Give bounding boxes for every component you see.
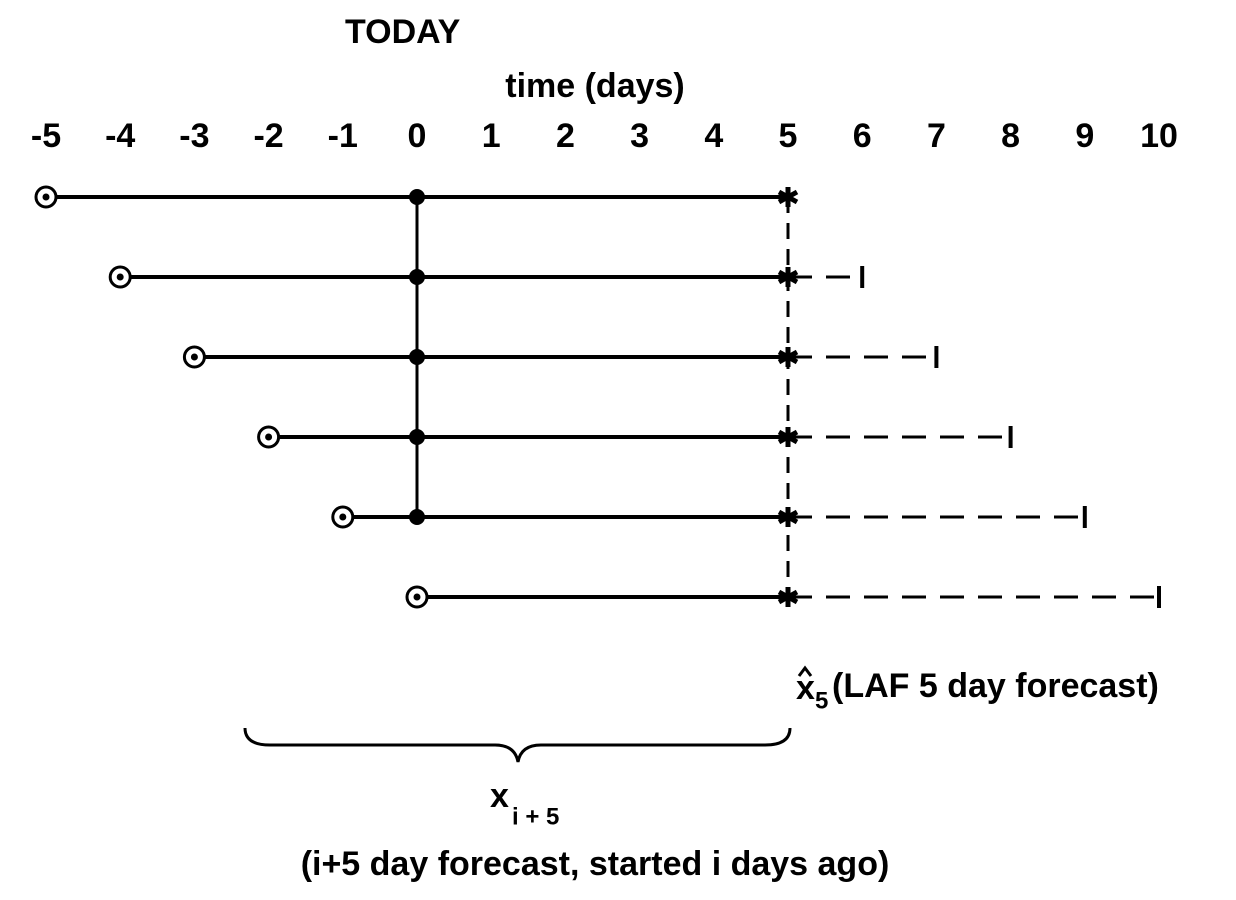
tick-label: 9 — [1075, 117, 1094, 155]
target-symbol: x — [796, 669, 815, 707]
tick-label: -1 — [328, 117, 358, 155]
target-text: (LAF 5 day forecast) — [832, 667, 1159, 705]
today-dot — [409, 509, 425, 525]
tick-label: 10 — [1140, 117, 1178, 155]
today-dot — [409, 269, 425, 285]
tick-label: 4 — [704, 117, 723, 155]
tick-label: 3 — [630, 117, 649, 155]
target-star — [777, 189, 799, 205]
tick-label: 5 — [779, 117, 798, 155]
target-star — [777, 269, 799, 285]
ensemble-symbol: x — [490, 777, 509, 815]
start-dot — [190, 353, 198, 361]
tick-label: -4 — [105, 117, 135, 155]
brace — [243, 727, 792, 763]
start-dot — [265, 433, 273, 441]
tick-label: -5 — [31, 117, 61, 155]
target-star — [777, 509, 799, 525]
axis-label: time (days) — [505, 67, 685, 105]
tick-label: 1 — [482, 117, 501, 155]
today-dot — [409, 429, 425, 445]
caption: (i+5 day forecast, started i days ago) — [301, 845, 890, 883]
tick-label: 8 — [1001, 117, 1020, 155]
hat — [797, 665, 813, 677]
tick-label: 6 — [853, 117, 872, 155]
tick-label: 2 — [556, 117, 575, 155]
today-label: TODAY — [345, 13, 461, 51]
tick-label: -3 — [179, 117, 209, 155]
target-star — [777, 589, 799, 605]
start-dot — [339, 513, 347, 521]
target-subscript: 5 — [815, 687, 828, 714]
today-dot — [409, 189, 425, 205]
ensemble-subscript: i + 5 — [512, 803, 559, 830]
tick-label: 7 — [927, 117, 946, 155]
today-dot — [409, 349, 425, 365]
start-dot — [116, 273, 124, 281]
target-star — [777, 349, 799, 365]
target-star — [777, 429, 799, 445]
tick-label: -2 — [253, 117, 283, 155]
start-dot — [413, 593, 421, 601]
start-dot — [42, 193, 50, 201]
tick-label: 0 — [408, 117, 427, 155]
